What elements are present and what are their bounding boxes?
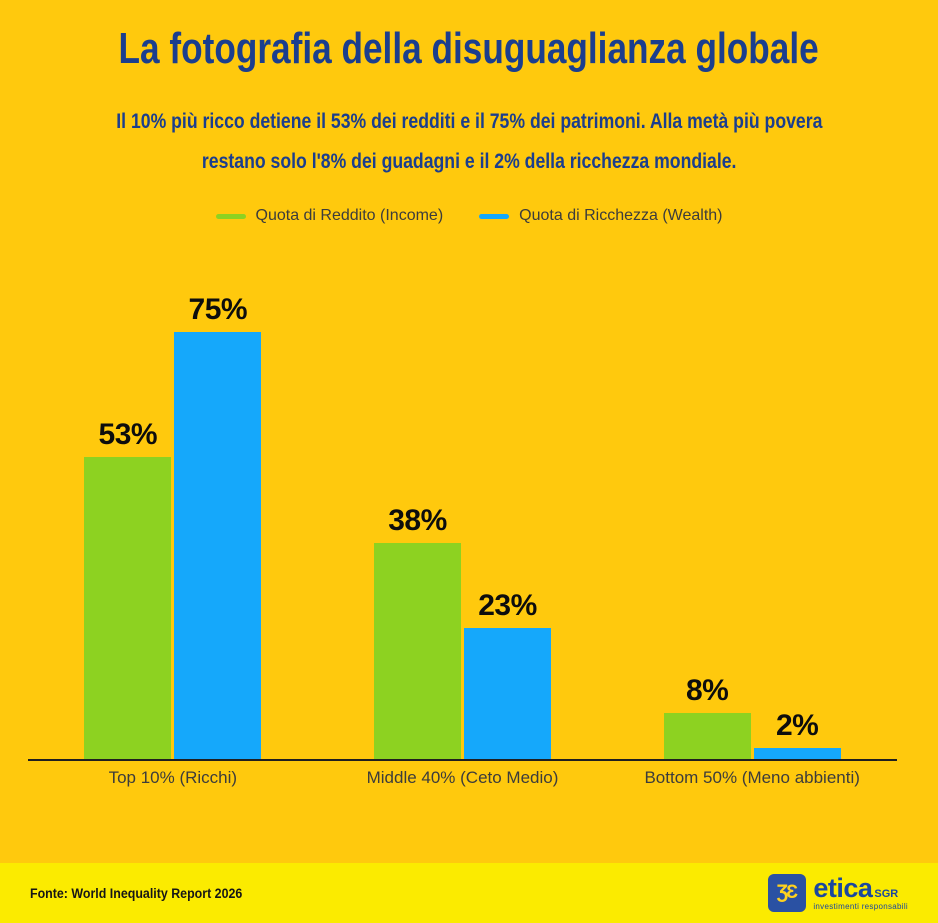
etica-sgr-logo: ƷƐ etica SGR investimenti responsabili (768, 874, 908, 912)
bar (464, 628, 551, 759)
bar-wrap: 8% (663, 674, 751, 759)
bar (753, 748, 841, 759)
legend-item-income: Quota di Reddito (Income) (215, 207, 444, 225)
bar-group: 38% 23% (318, 504, 608, 759)
bar-wrap: 38% (374, 504, 461, 759)
bar-value-label: 8% (685, 674, 729, 707)
source-text: Fonte: World Inequality Report 2026 (30, 885, 243, 901)
bar-value-label: 23% (478, 589, 537, 622)
bar (174, 332, 262, 759)
page-title-text: La fotografia della disuguaglianza globa… (118, 24, 820, 73)
legend-label-wealth: Quota di Ricchezza (Wealth) (519, 207, 723, 224)
subtitle-line-2: restano solo l'8% dei guadagni e il 2% d… (201, 150, 737, 173)
subtitle-line-1: Il 10% più ricco detiene il 53% dei redd… (115, 110, 823, 133)
category-row: Top 10% (Ricchi) Middle 40% (Ceto Medio) B… (28, 768, 897, 788)
etica-sgr-logo-icon: ƷƐ (768, 874, 807, 912)
bar-group: 8% 2% (607, 674, 897, 759)
logo-tagline-text: investimenti responsabili (813, 901, 908, 911)
bar-wrap: 53% (84, 418, 172, 759)
logo-text-block: etica SGR investimenti responsabili (813, 872, 908, 911)
bar (663, 713, 751, 759)
legend-label-income: Quota di Reddito (Income) (255, 207, 444, 224)
category-label: Top 10% (Ricchi) (108, 768, 238, 787)
bar-group: 53% 75% (28, 293, 318, 759)
chart-legend: Quota di Reddito (Income) Quota di Ricch… (0, 207, 938, 225)
bar-value-label: 38% (388, 504, 447, 537)
x-axis-line (28, 759, 897, 761)
logo-brand-suffix-text: SGR (874, 887, 899, 900)
bar-value-label: 2% (775, 709, 819, 742)
bar-value-label: 53% (98, 418, 158, 451)
income-swatch-icon (215, 213, 246, 219)
legend-item-wealth: Quota di Ricchezza (Wealth) (479, 207, 723, 225)
wealth-swatch-icon (479, 213, 510, 219)
category-label: Middle 40% (Ceto Medio) (366, 768, 559, 787)
bar-wrap: 23% (464, 589, 551, 759)
bar-wrap: 2% (753, 709, 841, 759)
page-subtitle: Il 10% più ricco detiene il 53% dei redd… (0, 102, 938, 182)
bar (84, 457, 172, 759)
bar (374, 543, 461, 759)
footer-bar: Fonte: World Inequality Report 2026 ƷƐ e… (0, 863, 938, 923)
logo-brand-row: etica SGR (813, 872, 908, 903)
category-label: Bottom 50% (Meno abbienti) (644, 768, 860, 787)
bar-chart: 53% 75% 38% 23% 8% 2% (28, 0, 897, 759)
bar-wrap: 75% (174, 293, 262, 759)
bar-value-label: 75% (188, 293, 248, 326)
page-title: La fotografia della disuguaglianza globa… (0, 24, 938, 74)
logo-brand-text: etica (813, 872, 873, 903)
